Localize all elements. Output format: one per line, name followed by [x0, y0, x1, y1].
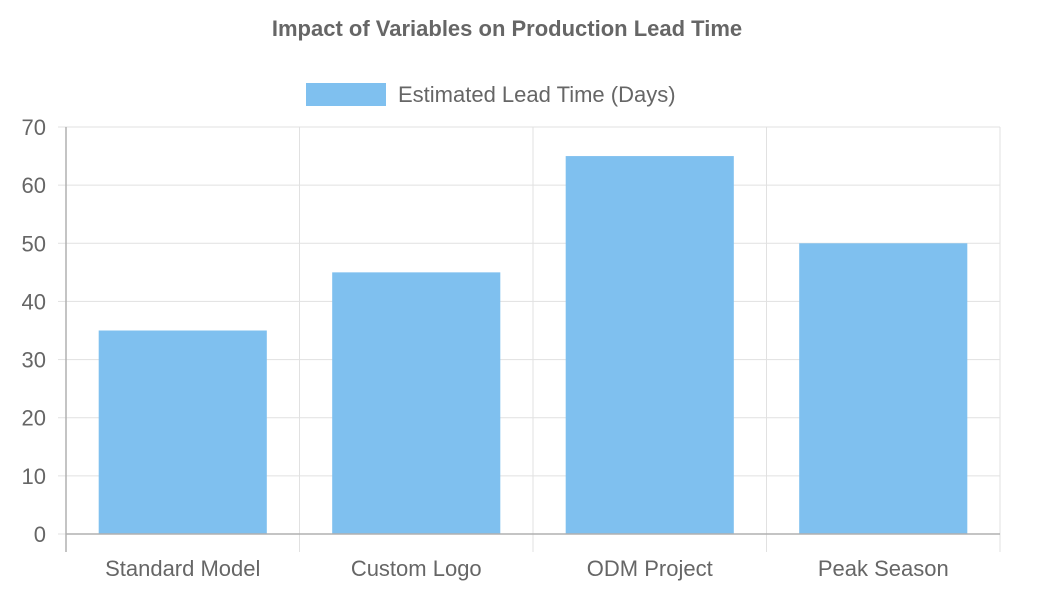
axes — [65, 127, 1000, 552]
y-tick-label: 10 — [22, 464, 46, 489]
y-tick-label: 40 — [22, 289, 46, 314]
chart-title: Impact of Variables on Production Lead T… — [272, 16, 742, 41]
y-axis-ticks: 0 10 20 30 40 50 60 70 — [22, 115, 46, 547]
x-tick-label: Peak Season — [818, 556, 949, 581]
bar-standard-model[interactable] — [98, 330, 267, 535]
y-tick-label: 70 — [22, 115, 46, 140]
x-tick-label: Standard Model — [105, 556, 260, 581]
bar-peak-season[interactable] — [799, 243, 968, 535]
y-tick-label: 0 — [34, 522, 46, 547]
x-tick-label: Custom Logo — [351, 556, 482, 581]
bars — [98, 156, 968, 535]
legend-swatch — [306, 83, 386, 106]
legend[interactable]: Estimated Lead Time (Days) — [306, 82, 676, 107]
bar-custom-logo[interactable] — [332, 272, 501, 534]
x-axis-ticks: Standard Model Custom Logo ODM Project Peak… — [105, 556, 949, 581]
y-tick-label: 30 — [22, 348, 46, 373]
y-tick-label: 20 — [22, 406, 46, 431]
x-tick-label: ODM Project — [587, 556, 713, 581]
y-tick-label: 50 — [22, 231, 46, 256]
y-tick-label: 60 — [22, 173, 46, 198]
legend-label: Estimated Lead Time (Days) — [398, 82, 676, 107]
bar-odm-project[interactable] — [565, 156, 734, 535]
